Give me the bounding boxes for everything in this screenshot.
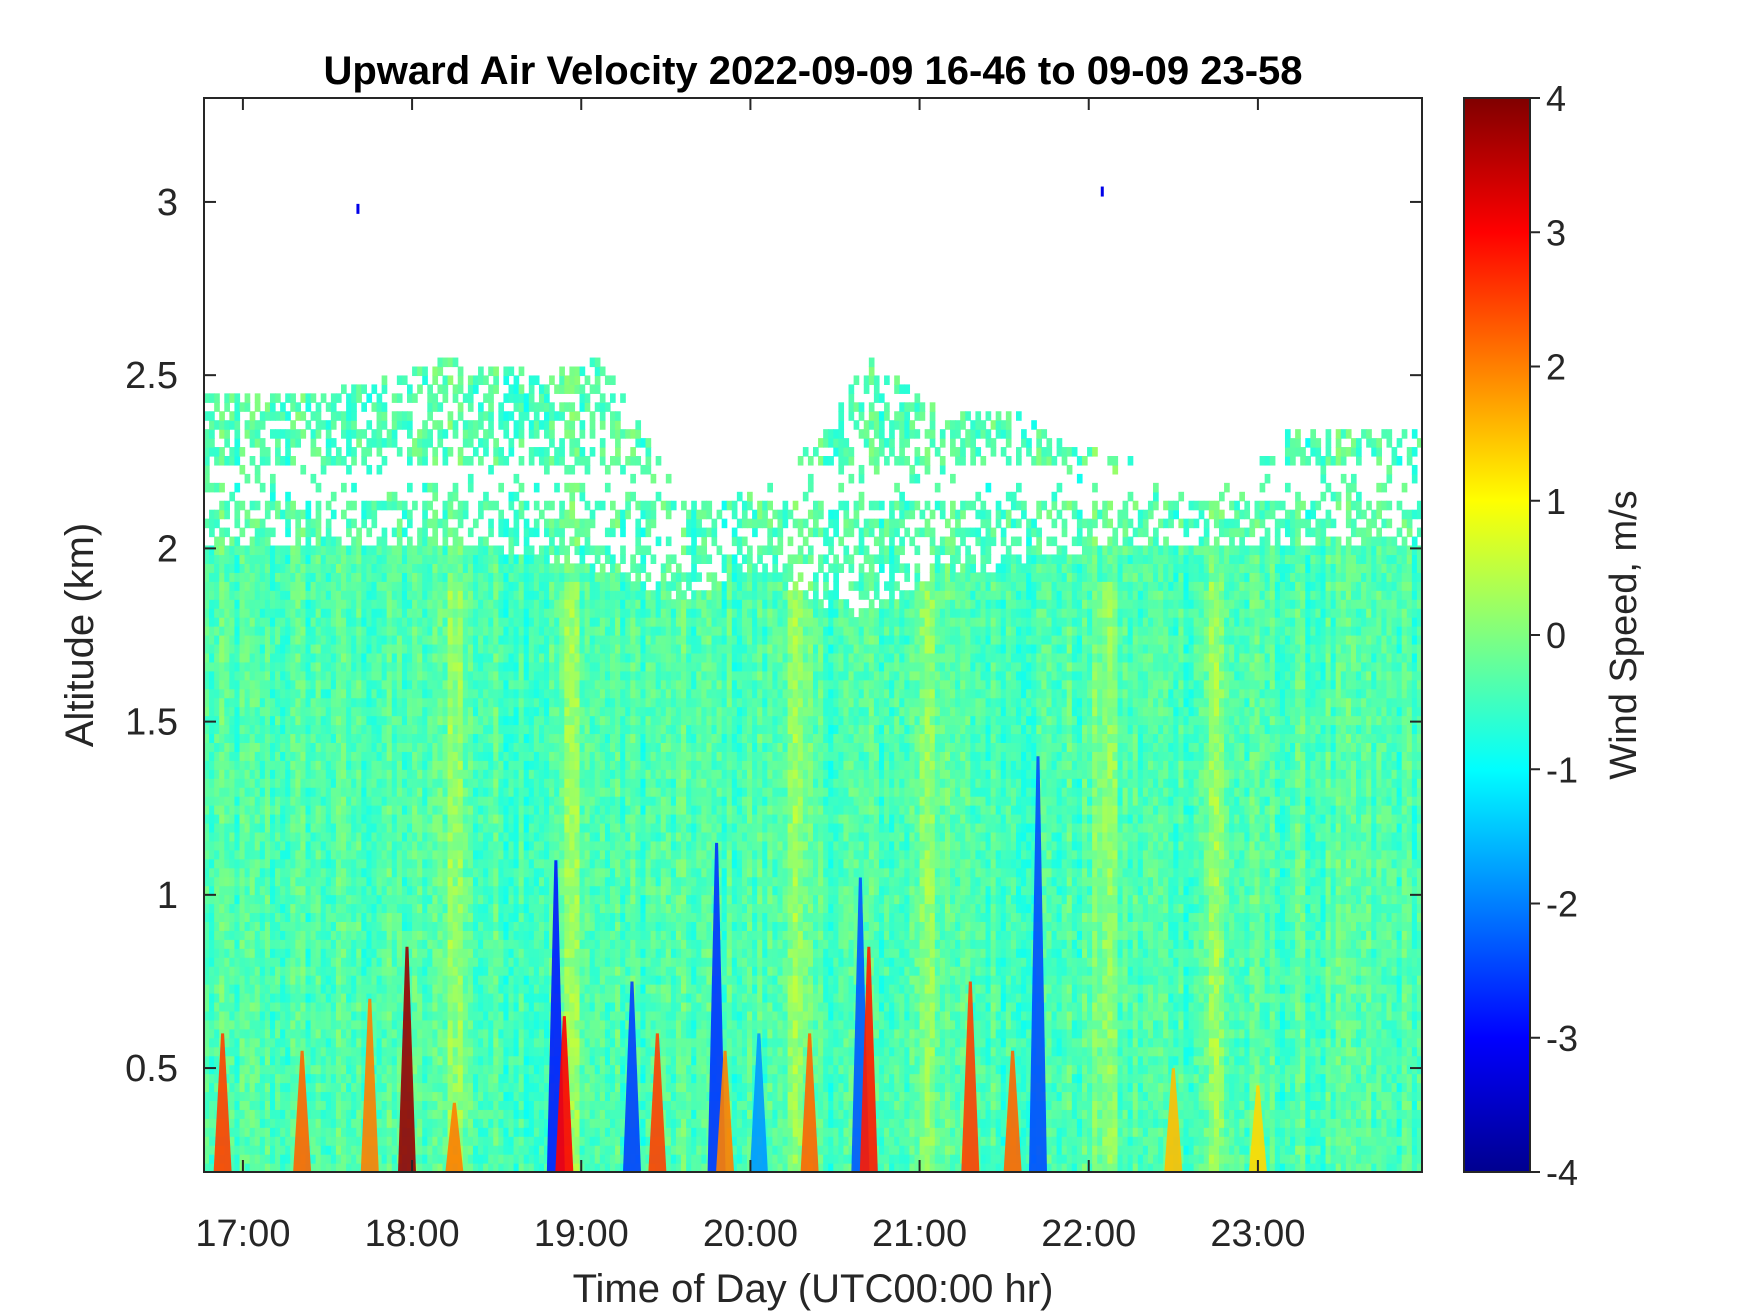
plot-frame bbox=[203, 97, 1423, 1173]
updraft-column bbox=[293, 1050, 312, 1172]
updraft-column bbox=[859, 946, 878, 1172]
isolated-point bbox=[356, 203, 360, 214]
y-tick-label: 1 bbox=[157, 875, 178, 917]
x-tick-label: 22:00 bbox=[1041, 1213, 1136, 1255]
x-tick-label: 19:00 bbox=[534, 1213, 629, 1255]
x-tick-label: 17:00 bbox=[195, 1213, 290, 1255]
x-tick-label: 23:00 bbox=[1210, 1213, 1305, 1255]
downdraft-column bbox=[1028, 756, 1047, 1172]
x-axis: 17:00 18:00 19:00 20:00 21:00 22:00 23:00 bbox=[195, 98, 1305, 1255]
y-axis: 0.5 1 1.5 2 2.5 3 bbox=[125, 182, 1422, 1090]
x-tick-label: 18:00 bbox=[365, 1213, 460, 1255]
y-tick-label: 0.5 bbox=[125, 1048, 178, 1090]
colorbar-tick-label: 4 bbox=[1546, 78, 1566, 119]
colorbar-tick-label: 3 bbox=[1546, 212, 1566, 253]
colorbar-ticks: 4 3 2 1 0 -1 -2 -3 -4 bbox=[1530, 78, 1578, 1193]
x-tick-label: 21:00 bbox=[872, 1213, 967, 1255]
updraft-column bbox=[961, 981, 980, 1172]
x-tick-label: 20:00 bbox=[703, 1213, 798, 1255]
updraft-column bbox=[716, 1050, 735, 1172]
heatmap-features bbox=[213, 186, 1267, 1172]
updraft-column bbox=[1164, 1068, 1183, 1172]
updraft-column bbox=[213, 1033, 232, 1172]
colorbar-tick-label: -4 bbox=[1546, 1152, 1578, 1193]
y-tick-label: 1.5 bbox=[125, 702, 178, 744]
y-tick-label: 2.5 bbox=[125, 355, 178, 397]
colorbar bbox=[1463, 97, 1531, 1173]
y-axis-label: Altitude (km) bbox=[58, 523, 102, 748]
updraft-column bbox=[445, 1102, 464, 1172]
colorbar-tick-label: 0 bbox=[1546, 615, 1566, 656]
updraft-column bbox=[1248, 1085, 1267, 1172]
downdraft-column bbox=[622, 981, 641, 1172]
x-axis-label: Time of Day (UTC00:00 hr) bbox=[573, 1267, 1054, 1311]
heatmap-cells bbox=[204, 357, 1422, 1172]
updraft-column bbox=[648, 1033, 667, 1172]
chart-title: Upward Air Velocity 2022-09-09 16-46 to … bbox=[323, 49, 1302, 93]
downdraft-column bbox=[707, 842, 726, 1172]
y-tick-label: 3 bbox=[157, 182, 178, 224]
colorbar-tick-label: -1 bbox=[1546, 749, 1578, 790]
updraft-column bbox=[360, 998, 379, 1172]
updraft-column bbox=[800, 1033, 819, 1172]
downdraft-column bbox=[749, 1033, 768, 1172]
isolated-point bbox=[1100, 186, 1104, 197]
updraft-column bbox=[1003, 1050, 1022, 1172]
updraft-column bbox=[555, 1016, 574, 1172]
colorbar-tick-label: -2 bbox=[1546, 884, 1578, 925]
colorbar-tick-label: 2 bbox=[1546, 347, 1566, 388]
updraft-column bbox=[398, 946, 416, 1172]
colorbar-label: Wind Speed, m/s bbox=[1603, 490, 1645, 779]
y-tick-label: 2 bbox=[157, 528, 178, 570]
colorbar-tick-label: -3 bbox=[1546, 1018, 1578, 1059]
colorbar-tick-label: 1 bbox=[1546, 481, 1566, 522]
